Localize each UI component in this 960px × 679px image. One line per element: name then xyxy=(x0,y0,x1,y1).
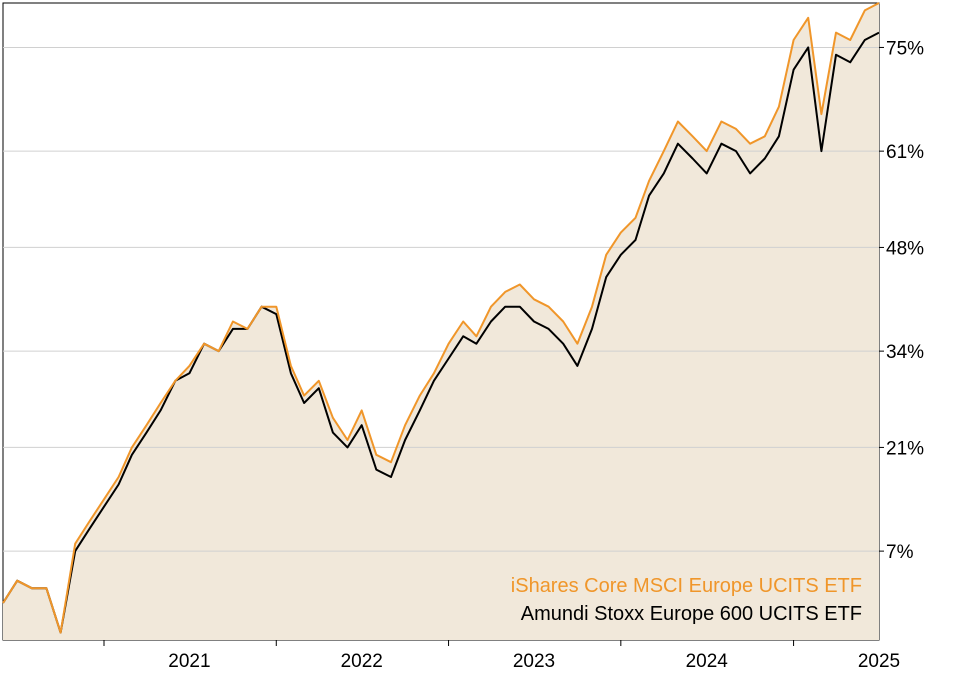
y-tick-label: 61% xyxy=(886,142,924,163)
x-tick-label: 2021 xyxy=(168,651,210,672)
y-tick-label: 75% xyxy=(886,38,924,59)
legend-item-ishares: iShares Core MSCI Europe UCITS ETF xyxy=(511,575,862,597)
legend: iShares Core MSCI Europe UCITS ETF Amund… xyxy=(511,575,862,625)
series-line-amundi xyxy=(2,31,880,634)
series-layer xyxy=(2,2,880,634)
y-tick-label: 48% xyxy=(886,238,924,259)
area-fill xyxy=(3,3,879,640)
y-tick-label: 34% xyxy=(886,342,924,363)
y-tick-label: 7% xyxy=(886,542,914,563)
gridlines xyxy=(3,46,879,552)
legend-item-amundi: Amundi Stoxx Europe 600 UCITS ETF xyxy=(521,603,862,625)
x-tick-label: 2025 xyxy=(858,651,900,672)
y-axis: 7% 21% 34% 48% 61% 75% xyxy=(879,38,924,563)
series-line-ishares xyxy=(2,2,880,634)
x-tick-label: 2023 xyxy=(513,651,555,672)
area-layer xyxy=(3,3,879,640)
x-tick-label: 2022 xyxy=(341,651,383,672)
y-tick-label: 21% xyxy=(886,438,924,459)
x-tick-label: 2024 xyxy=(686,651,729,672)
x-axis: 2021 2022 2023 2024 2025 xyxy=(103,640,900,672)
